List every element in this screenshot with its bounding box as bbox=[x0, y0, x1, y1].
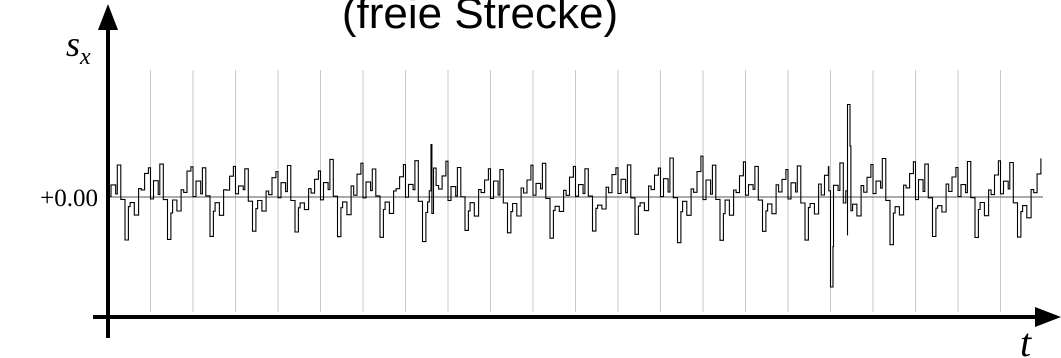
y-axis-arrow-icon bbox=[98, 4, 118, 30]
chart-title: (freie Strecke) bbox=[342, 0, 618, 38]
y-axis-label-main: s bbox=[66, 24, 80, 64]
y-tick-labels: +0.00 bbox=[40, 185, 98, 212]
y-tick-label: +0.00 bbox=[40, 185, 98, 212]
x-axis-label: t bbox=[1020, 320, 1032, 358]
x-axis-arrow-icon bbox=[1035, 307, 1061, 327]
y-axis-label-subscript: x bbox=[79, 44, 91, 70]
signal-series-line bbox=[108, 103, 1042, 288]
y-axis-label: sx bbox=[66, 24, 91, 70]
svg-text:sx: sx bbox=[66, 24, 91, 70]
